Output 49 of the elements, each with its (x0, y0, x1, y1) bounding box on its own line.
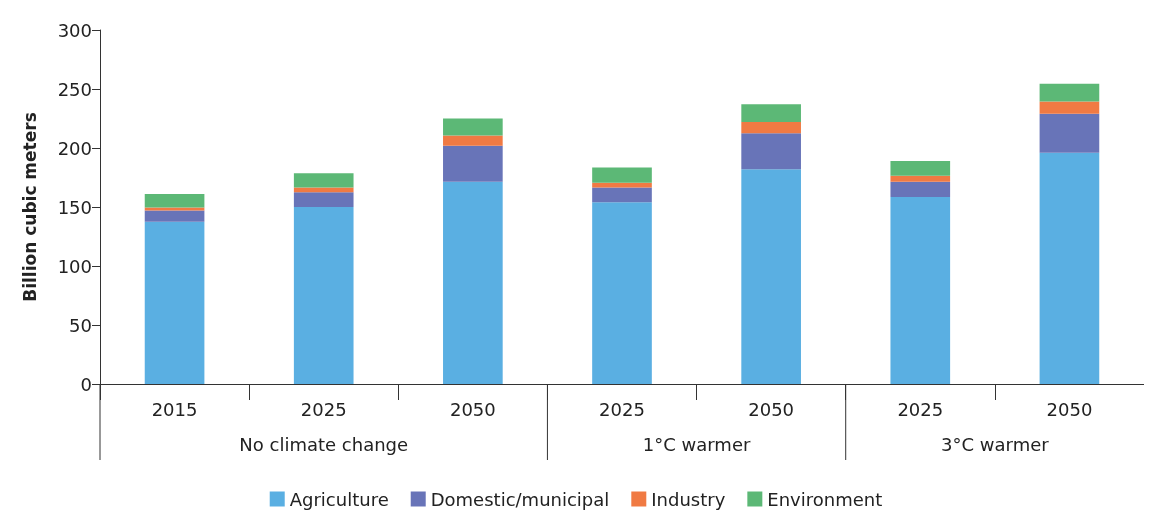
y-tick-label: 0 (80, 373, 92, 395)
bar (592, 187, 652, 203)
bar (890, 196, 951, 384)
bar (1039, 113, 1100, 153)
bar (293, 173, 354, 188)
text: No climate change (239, 433, 409, 455)
bar (144, 207, 205, 211)
x-tick-label: 2025 (599, 398, 645, 420)
bar (144, 194, 205, 208)
legend-label: Agriculture (289, 488, 389, 510)
bar (592, 167, 652, 183)
x-tick-label: 2025 (300, 398, 347, 420)
bar (443, 135, 503, 146)
x-tick-label: 2050 (449, 398, 496, 420)
bar (293, 192, 354, 207)
bar (443, 181, 503, 384)
x-tick-label: 2050 (1046, 398, 1093, 420)
y-tick-label: 200 (57, 137, 92, 159)
legend-label: Environment (767, 488, 883, 510)
bar (592, 202, 652, 384)
bar (741, 104, 801, 123)
y-axis-title: Billion cubic meters (19, 112, 40, 302)
bar (144, 221, 205, 384)
y-tick-label: 50 (69, 314, 92, 336)
bar (144, 210, 205, 222)
bar (890, 175, 951, 182)
x-tick-label: 2050 (748, 398, 795, 420)
bar (293, 207, 354, 384)
bar (1039, 152, 1100, 384)
bar (443, 118, 503, 136)
y-tick-label: 150 (57, 196, 92, 218)
legend-label: Industry (651, 488, 726, 510)
y-tick-label: 250 (57, 78, 92, 100)
bar (741, 133, 801, 170)
legend-label: Domestic/municipal (430, 488, 610, 510)
y-tick-label: 300 (57, 19, 92, 41)
bar (741, 122, 801, 134)
text: 3°C warmer (941, 433, 1050, 455)
bar (592, 182, 652, 188)
bar (741, 169, 801, 384)
x-tick-label: 2025 (897, 398, 944, 420)
text: 1°C warmer (642, 433, 751, 455)
bar (1039, 83, 1100, 102)
bar (1039, 101, 1100, 114)
y-tick-label: 100 (57, 255, 92, 277)
bar (443, 145, 503, 182)
bar (890, 181, 951, 197)
bar (890, 160, 951, 176)
x-tick-label: 2015 (151, 398, 198, 420)
